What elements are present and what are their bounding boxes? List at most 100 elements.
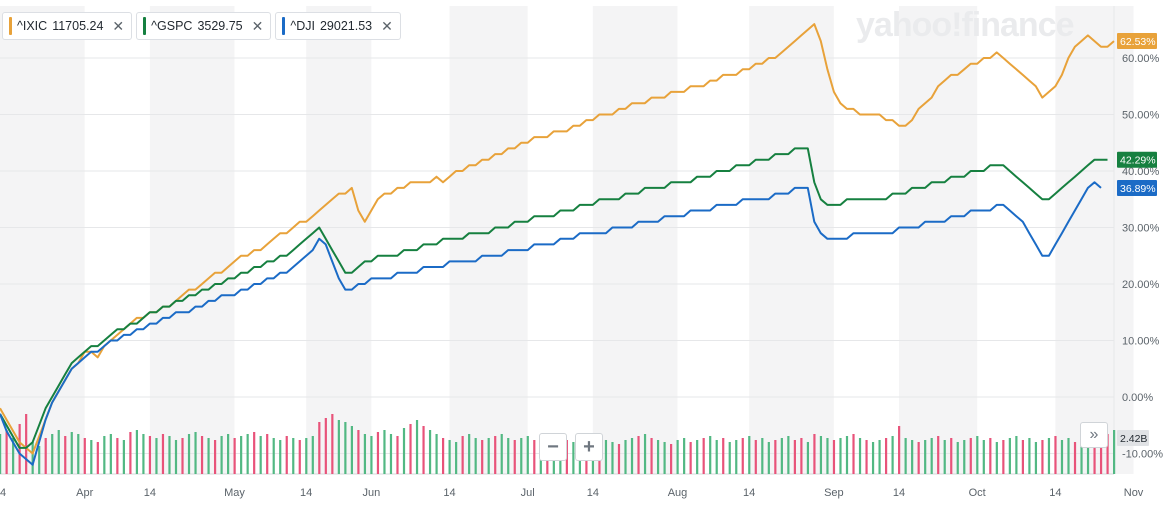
volume-bar <box>663 442 666 474</box>
volume-bar <box>12 438 15 474</box>
volume-badge <box>1117 430 1149 446</box>
volume-bar <box>455 442 458 474</box>
volume-bar <box>103 436 106 474</box>
gspc-color-swatch <box>143 17 147 35</box>
volume-bar <box>1041 440 1044 474</box>
volume-bar <box>520 438 523 474</box>
close-icon[interactable]: ✕ <box>251 18 264 34</box>
volume-bar <box>917 442 920 474</box>
volume-bar <box>370 436 373 474</box>
last-value-badge <box>1117 179 1157 196</box>
volume-bar <box>389 434 393 474</box>
volume-bar <box>1099 426 1103 474</box>
last-value-badge <box>1117 33 1157 50</box>
volume-bar <box>643 434 647 474</box>
y-tick-label: 20.00% <box>1122 279 1160 291</box>
volume-bar <box>500 434 503 474</box>
zoom-out-button[interactable]: − <box>539 433 567 461</box>
yahoo-finance-watermark: yahoo!finance <box>856 6 1074 44</box>
gspc-value: 3529.75 <box>197 19 243 33</box>
volume-bar <box>1093 436 1096 474</box>
volume-bar <box>989 438 992 474</box>
volume-bar <box>969 438 972 474</box>
volume-bar <box>767 442 770 474</box>
volume-bar <box>624 440 627 474</box>
x-tick-label: Sep <box>824 487 844 499</box>
dji-symbol: ^DJI <box>290 19 315 33</box>
band <box>0 6 85 474</box>
band <box>306 6 372 474</box>
legend-chip-dji[interactable]: ^DJI 29021.53 ✕ <box>275 12 401 40</box>
volume-bar <box>337 420 340 474</box>
band <box>149 6 235 474</box>
volume-bar <box>1080 440 1083 474</box>
volume-bar <box>363 434 367 474</box>
volume-bar <box>31 442 34 474</box>
y-tick-label: 0.00% <box>1122 392 1153 404</box>
legend: ^IXIC 11705.24 ✕ ^GSPC 3529.75 ✕ ^DJI 29… <box>2 12 401 40</box>
band <box>449 6 528 474</box>
series-line-gspc <box>0 147 1108 449</box>
band <box>899 6 978 474</box>
volume-bar <box>135 430 139 474</box>
volume-bar <box>161 434 165 474</box>
zoom-controls: − + <box>539 433 603 461</box>
y-tick-label: 50.00% <box>1122 110 1160 122</box>
volume-bar <box>253 432 256 474</box>
volume-bar <box>637 436 640 474</box>
x-tick-label: 14 <box>743 487 755 499</box>
close-icon[interactable]: ✕ <box>112 18 125 34</box>
gridlines <box>0 6 1115 475</box>
volume-bar <box>670 444 673 474</box>
volume-bar <box>572 442 575 474</box>
volume-bar <box>461 436 464 474</box>
volume-bar <box>402 428 406 474</box>
last-value-label: 62.53% <box>1120 36 1156 48</box>
volume-bar <box>754 440 757 474</box>
volume-bar <box>246 434 249 474</box>
volume-bar <box>709 436 712 474</box>
volume-bar <box>891 436 894 474</box>
legend-chip-ixic[interactable]: ^IXIC 11705.24 ✕ <box>2 12 133 40</box>
gspc-symbol: ^GSPC <box>151 19 193 33</box>
volume-bar <box>813 434 816 474</box>
volume-bar <box>200 436 204 474</box>
volume-bar <box>298 440 301 474</box>
volume-bar <box>839 438 842 474</box>
volume-bar <box>227 434 230 474</box>
volume-bar <box>865 440 868 474</box>
legend-chip-gspc[interactable]: ^GSPC 3529.75 ✕ <box>136 12 272 40</box>
volume-bar <box>689 442 692 474</box>
volume-bar <box>220 436 223 474</box>
volume-bar <box>383 430 386 474</box>
volume-bar <box>441 438 445 474</box>
x-tick-label: Oct <box>969 487 986 499</box>
close-icon[interactable]: ✕ <box>381 18 393 34</box>
volume-bar <box>950 438 953 474</box>
volume-bar <box>468 434 471 474</box>
last-value-label: 36.89% <box>1120 183 1156 195</box>
volume-bar <box>428 430 432 474</box>
volume-bar <box>930 438 933 474</box>
x-tick-label: Nov <box>1124 487 1144 499</box>
last-value-label: 42.29% <box>1120 155 1156 167</box>
zoom-in-button[interactable]: + <box>575 433 603 461</box>
volume-bar <box>924 440 927 474</box>
volume-bar <box>279 440 282 474</box>
volume-bar <box>871 442 875 474</box>
volume-bar <box>1008 438 1011 474</box>
y-tick-label: 40.00% <box>1122 166 1160 178</box>
volume-bar <box>741 438 744 474</box>
x-tick-label: Jun <box>362 487 380 499</box>
volume-bar <box>722 438 725 474</box>
volume-bar <box>911 440 914 474</box>
x-tick-label: 14 <box>300 487 312 499</box>
x-axis-ticks: 14 Apr 14 May 14 Jun 14 Jul 14 Aug 14 Sep 14 Oct 14 Nov <box>0 487 1144 499</box>
volume-bar <box>155 438 158 474</box>
scroll-forward-button[interactable]: » <box>1080 422 1108 448</box>
ixic-value: 11705.24 <box>52 19 104 33</box>
volume-bar <box>656 440 660 474</box>
volume-bar <box>1028 438 1031 474</box>
volume-bar <box>715 440 718 474</box>
y-tick-label: -10.00% <box>1122 449 1163 461</box>
